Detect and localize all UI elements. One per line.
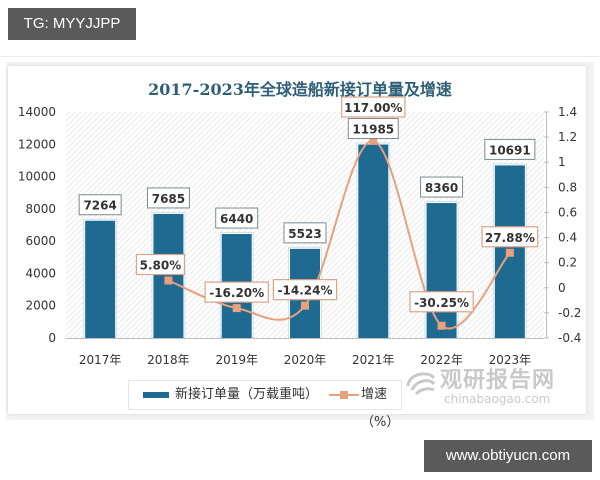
right-axis-tick: 0.4 [558,231,577,245]
left-axis-tick: 8000 [25,202,56,216]
left-axis-tick: 0 [48,331,56,345]
growth-value-label: -14.24% [278,284,333,298]
bar-value-label: 7685 [152,192,185,206]
legend-label-orders: 新接订单量（万载重吨） [175,387,319,402]
right-axis-tick: 1.4 [558,105,577,119]
source-watermark: 观研报告网 chinabaogao.com [404,362,584,412]
bar-value-label: 8360 [425,181,458,195]
watermark-logo-icon [406,372,436,396]
right-axis-tick: 0 [558,281,566,295]
x-axis-labels: 2017年 2018年 2019年 2020年 2021年 2022年 2023年 [79,353,531,367]
legend-label-growth: 增速（%） [361,387,400,430]
left-axis: 0 2000 4000 6000 8000 10000 12000 14000 [18,105,56,345]
bar-value-label: 10691 [489,143,531,157]
bar-value-label: 6440 [220,212,253,226]
bar-series [83,142,527,339]
growth-value-label: -30.25% [414,296,469,310]
growth-marker [505,248,514,257]
growth-value-label: 5.80% [140,258,182,272]
divider [0,56,600,57]
bar-2021年 [358,144,389,338]
right-axis: -0.4 -0.2 0 0.2 0.4 0.6 0.8 1 1.2 1.4 [544,105,581,345]
bar-value-label: 11985 [352,123,394,137]
x-axis-label: 2018年 [147,353,190,367]
x-axis-label: 2023年 [489,353,532,367]
x-axis-label: 2017年 [79,353,122,367]
right-axis-tick: 0.6 [558,205,577,219]
bar-value-label: 5523 [288,227,321,241]
left-axis-tick: 2000 [25,299,56,313]
right-axis-tick: -0.2 [558,306,581,320]
watermark-en: chinabaogao.com [444,392,551,406]
bar-2022年 [426,203,457,338]
right-axis-tick: 0.2 [558,256,577,270]
right-axis-tick: 1.2 [558,130,577,144]
watermark-cn: 观研报告网 [440,368,556,393]
bar-value-label: 7264 [83,199,116,213]
bar-value-labels: 7264 7685 6440 5523 11985 8360 10691 [78,118,536,244]
left-axis-tick: 14000 [18,105,56,119]
growth-value-label: 27.88% [485,231,535,245]
x-axis-label: 2020年 [284,353,327,367]
legend-line-marker-icon [329,391,359,399]
growth-marker [232,304,241,313]
bottom-watermark-tag: www.obtiyucn.com [424,440,592,472]
growth-value-label: 117.00% [344,101,402,115]
growth-line-series [164,136,514,330]
chart-legend: 新接订单量（万载重吨） 增速（%） [128,380,402,430]
growth-marker [369,136,378,145]
right-axis-tick: 1 [558,155,566,169]
x-axis-label: 2022年 [420,353,463,367]
left-axis-tick: 6000 [25,234,56,248]
x-axis-label: 2021年 [352,353,395,367]
bar-2017年 [85,220,116,338]
chart-title: 2017-2023年全球造船新接订单量及增速 [148,80,452,99]
right-axis-tick: 0.8 [558,180,577,194]
bar-2018年 [153,213,184,338]
left-axis-tick: 12000 [18,137,56,151]
growth-marker [164,276,173,285]
left-axis-tick: 10000 [18,170,56,184]
growth-value-labels: 5.80% -16.20% -14.24% 117.00% -30.25% 27.88% [135,96,539,313]
right-axis-tick: -0.4 [558,331,581,345]
growth-value-label: -16.20% [209,286,264,300]
left-axis-tick: 4000 [25,266,56,280]
growth-marker [301,301,309,310]
x-axis-label: 2019年 [215,353,258,367]
top-watermark-tag: TG: MYYJJPP [8,8,136,40]
growth-marker [437,321,446,330]
legend-bar-swatch-icon [143,392,169,398]
